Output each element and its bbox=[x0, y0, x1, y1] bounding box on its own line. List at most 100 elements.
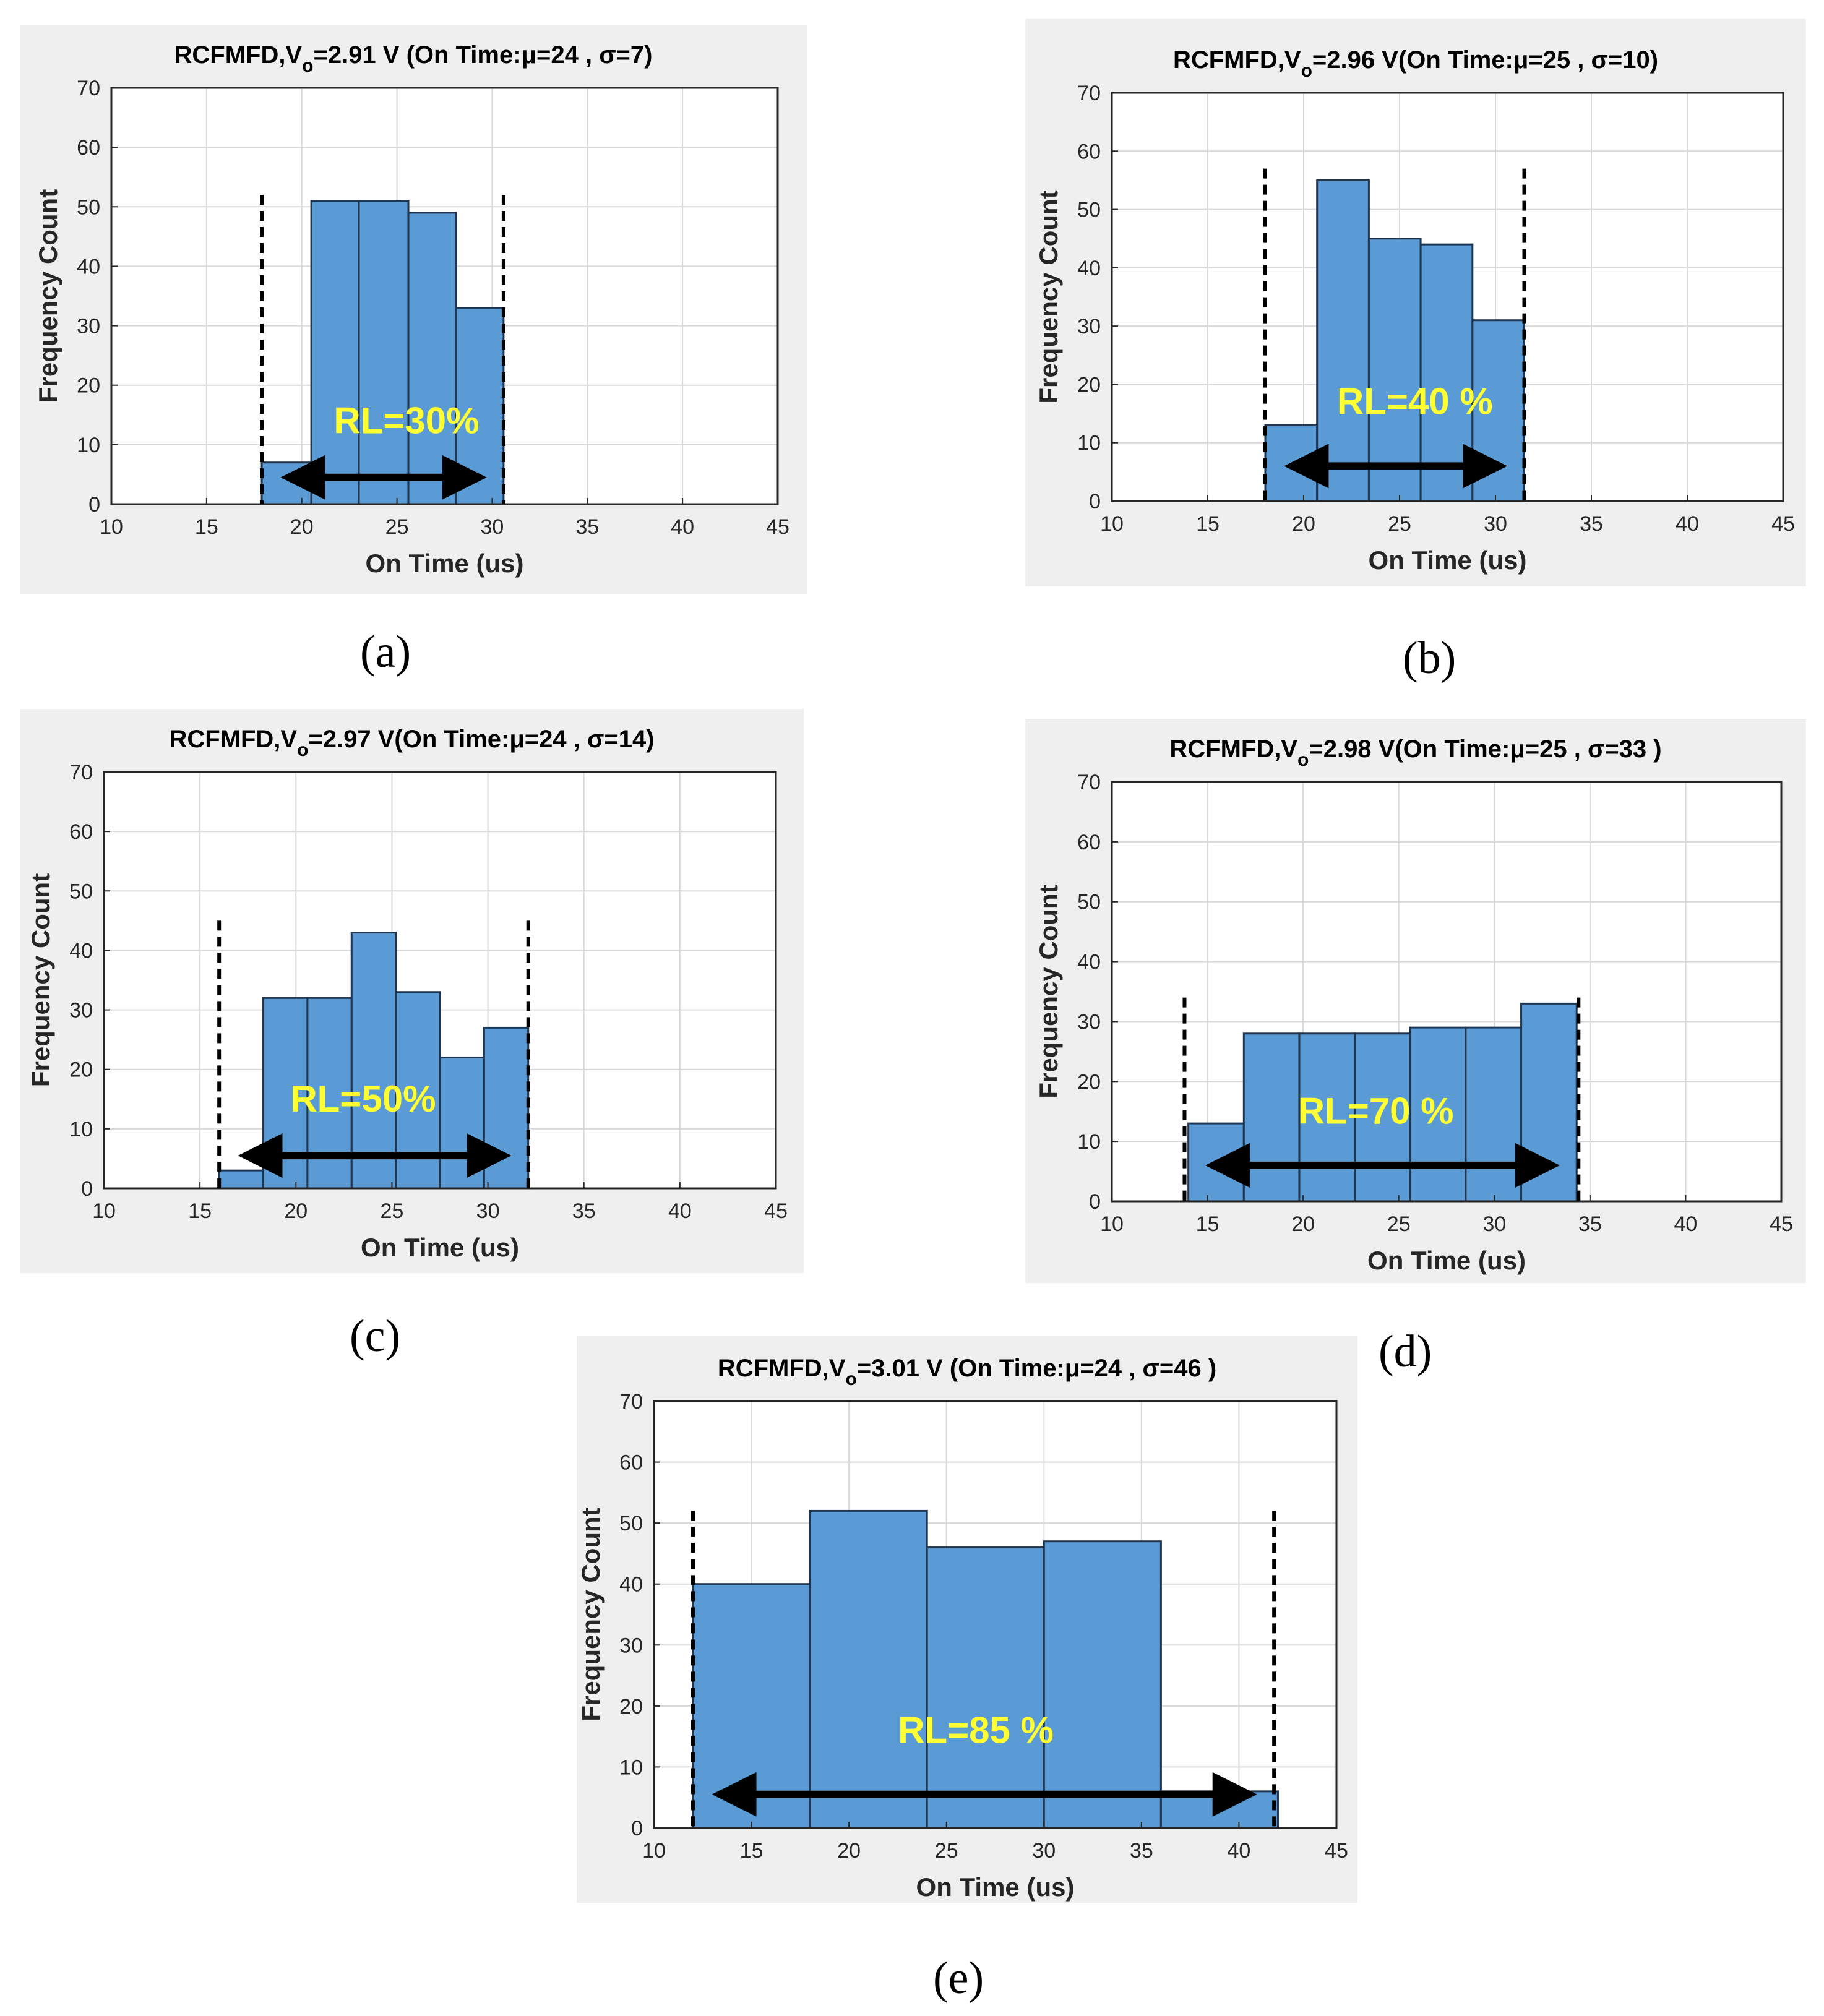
caption-b: (b) bbox=[1403, 633, 1456, 684]
x-tick-label: 20 bbox=[837, 1839, 861, 1863]
histogram-bar bbox=[1520, 1002, 1578, 1203]
y-tick-label: 60 bbox=[77, 136, 100, 160]
histogram-bar bbox=[483, 1026, 530, 1190]
caption-e: (e) bbox=[933, 1953, 984, 2004]
y-tick-label: 0 bbox=[1089, 1190, 1101, 1214]
histogram-bar bbox=[218, 1169, 265, 1190]
x-tick-label: 40 bbox=[671, 515, 694, 539]
chart-title: RCFMFD,Vo=2.96 V(On Time:μ=25 , σ=10) bbox=[1173, 46, 1658, 81]
plot-frame bbox=[1111, 92, 1784, 502]
chart-title: RCFMFD,Vo=2.98 V(On Time:μ=25 , σ=33 ) bbox=[1169, 736, 1661, 770]
caption-c: (c) bbox=[350, 1311, 401, 1362]
y-tick-label: 20 bbox=[1077, 1070, 1101, 1094]
histogram-c: 10 15 20 25 30 35 40 45010203040506070RL=50%On … bbox=[26, 726, 788, 1262]
y-tick-label: 20 bbox=[619, 1695, 643, 1718]
y-tick-label: 20 bbox=[1077, 373, 1101, 397]
x-tick-label: 25 bbox=[935, 1839, 958, 1863]
y-tick-label: 70 bbox=[619, 1390, 643, 1413]
x-tick-label: 45 bbox=[1771, 512, 1795, 536]
x-axis-label: On Time (us) bbox=[1367, 1246, 1526, 1275]
y-tick-label: 40 bbox=[69, 939, 93, 963]
x-tick-label: 20 bbox=[284, 1199, 308, 1223]
x-tick-label: 10 bbox=[1100, 1212, 1124, 1236]
x-tick-label: 30 bbox=[1482, 1212, 1506, 1236]
y-tick-label: 30 bbox=[619, 1634, 643, 1657]
x-tick-label: 30 bbox=[481, 515, 504, 539]
x-axis-label: On Time (us) bbox=[1369, 546, 1527, 575]
x-tick-label: 35 bbox=[575, 515, 599, 539]
y-tick-label: 60 bbox=[1077, 140, 1101, 163]
y-tick-label: 40 bbox=[619, 1573, 643, 1597]
chart-title: RCFMFD,Vo=2.91 V (On Time:μ=24 , σ=7) bbox=[174, 41, 653, 76]
y-axis-label: Frequency Count bbox=[26, 873, 55, 1087]
y-tick-label: 50 bbox=[1077, 891, 1101, 914]
x-tick-label: 40 bbox=[668, 1199, 692, 1223]
x-tick-label: 45 bbox=[764, 1199, 788, 1223]
x-tick-label: 10 bbox=[92, 1199, 116, 1223]
rl-label: RL=30% bbox=[333, 400, 479, 441]
y-tick-label: 50 bbox=[77, 195, 100, 219]
chart-title: RCFMFD,Vo=2.97 V(On Time:μ=24 , σ=14) bbox=[169, 726, 654, 760]
x-tick-label: 25 bbox=[1388, 512, 1411, 536]
x-tick-label: 40 bbox=[1674, 1212, 1698, 1236]
chart-title: RCFMFD,Vo=3.01 V (On Time:μ=24 , σ=46 ) bbox=[718, 1355, 1216, 1389]
y-tick-label: 30 bbox=[77, 315, 100, 338]
y-tick-label: 70 bbox=[1077, 771, 1101, 794]
histogram-bar bbox=[926, 1546, 1045, 1829]
y-tick-label: 10 bbox=[77, 434, 100, 457]
histogram-bar bbox=[439, 1056, 485, 1190]
y-tick-label: 50 bbox=[619, 1512, 643, 1535]
y-tick-label: 70 bbox=[69, 761, 93, 784]
x-tick-label: 25 bbox=[1387, 1212, 1411, 1236]
y-tick-label: 40 bbox=[1077, 951, 1101, 974]
chart-panel-a: 10 15 20 25 30 35 40 45 0 10 20 30 40 50 60 70 RL=30% On … bbox=[20, 25, 807, 594]
y-axis-label: Frequency Count bbox=[1034, 885, 1063, 1098]
y-tick-label: 50 bbox=[1077, 199, 1101, 222]
plot-frame bbox=[1111, 781, 1783, 1203]
x-tick-label: 15 bbox=[195, 515, 218, 539]
y-axis-label: Frequency Count bbox=[33, 189, 62, 403]
y-tick-label: 10 bbox=[69, 1118, 93, 1141]
histogram-a: 10 15 20 25 30 35 40 45010203040506070RL=30%On … bbox=[33, 41, 789, 578]
histogram-bar bbox=[350, 932, 397, 1190]
y-axis-label: Frequency Count bbox=[577, 1508, 605, 1721]
x-tick-label: 30 bbox=[1484, 512, 1507, 536]
x-tick-label: 45 bbox=[766, 515, 789, 539]
x-tick-label: 25 bbox=[385, 515, 409, 539]
x-tick-label: 30 bbox=[1032, 1839, 1056, 1863]
histogram-bar bbox=[1316, 179, 1370, 502]
y-tick-label: 10 bbox=[1077, 1130, 1101, 1154]
x-tick-label: 25 bbox=[381, 1199, 404, 1223]
x-tick-label: 35 bbox=[572, 1199, 596, 1223]
chart-panel-e: 10 15 20 25 30 35 40 45 0 10 20 30 40 50 60 70 RL=85 % On… bbox=[577, 1336, 1357, 1903]
histogram-bar bbox=[1242, 1032, 1301, 1203]
y-tick-label: 30 bbox=[1077, 315, 1101, 338]
histogram-bar bbox=[1367, 238, 1422, 502]
y-tick-label: 10 bbox=[1077, 432, 1101, 455]
rl-label: RL=40 % bbox=[1337, 381, 1493, 423]
histogram-bar bbox=[809, 1509, 928, 1829]
chart-panel-d: 10 15 20 25 30 35 40 45 0 10 20 30 40 50 60 70 RL=70 % On… bbox=[1025, 719, 1806, 1283]
y-tick-label: 60 bbox=[1077, 831, 1101, 854]
y-tick-label: 30 bbox=[69, 999, 93, 1023]
y-axis-label: Frequency Count bbox=[1034, 190, 1063, 403]
chart-panel-b: 10 15 20 25 30 35 40 45 0 10 20 30 40 50 60 70 RL=40 % On… bbox=[1025, 19, 1806, 586]
plot-frame bbox=[110, 87, 779, 505]
y-tick-label: 0 bbox=[631, 1817, 643, 1840]
x-tick-label: 10 bbox=[1100, 512, 1124, 536]
x-tick-label: 35 bbox=[1580, 512, 1603, 536]
x-tick-label: 15 bbox=[1196, 1212, 1220, 1236]
y-tick-label: 50 bbox=[69, 880, 93, 903]
histogram-bar bbox=[407, 212, 457, 505]
caption-a: (a) bbox=[360, 627, 411, 677]
y-tick-label: 70 bbox=[1077, 82, 1101, 105]
y-tick-label: 20 bbox=[69, 1058, 93, 1082]
plot-frame bbox=[103, 771, 777, 1190]
histogram-bar bbox=[310, 200, 360, 505]
x-tick-label: 20 bbox=[290, 515, 314, 539]
rl-label: RL=85 % bbox=[898, 1709, 1054, 1751]
rl-label: RL=50% bbox=[290, 1078, 436, 1120]
